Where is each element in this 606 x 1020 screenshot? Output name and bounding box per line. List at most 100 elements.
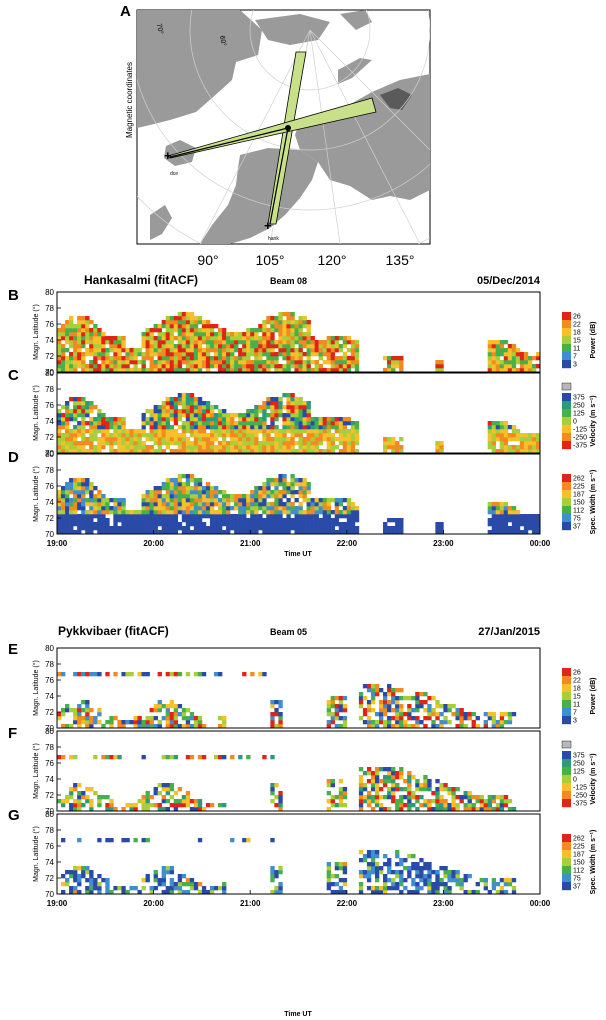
echo-cell: [97, 720, 102, 725]
echo-cell: [338, 803, 344, 808]
echo-cell: [270, 364, 275, 369]
echo-cell: [109, 807, 114, 812]
echo-cell: [157, 506, 162, 511]
echo-cell: [507, 882, 513, 887]
echo-cell: [298, 522, 303, 527]
echo-cell: [109, 838, 114, 843]
echo-cell: [173, 708, 179, 713]
echo-cell: [487, 803, 493, 808]
echo-cell: [262, 755, 267, 760]
echo-cell: [97, 506, 102, 511]
colorbar-swatch: [562, 751, 571, 760]
echo-cell: [165, 720, 171, 725]
echo-cell: [366, 700, 372, 705]
echo-cell: [447, 791, 452, 796]
echo-cell: [81, 364, 86, 369]
echo-cell: [326, 514, 332, 519]
echo-cell: [290, 348, 295, 353]
echo-cell: [318, 449, 323, 454]
echo-cell: [117, 437, 122, 442]
echo-cell: [443, 720, 448, 725]
echo-cell: [342, 498, 348, 503]
echo-cell: [322, 348, 327, 353]
echo-cell: [322, 437, 327, 442]
echo-cell: [350, 429, 356, 434]
echo-cell: [383, 779, 388, 784]
echo-cell: [65, 413, 70, 418]
echo-cell: [125, 445, 130, 450]
echo-cell: [491, 368, 497, 373]
echo-cell: [342, 803, 348, 808]
echo-cell: [278, 328, 283, 333]
colorbar-tick-label: 11: [573, 702, 580, 709]
echo-cell: [346, 530, 352, 535]
echo-cell: [177, 890, 183, 895]
echo-cell: [427, 882, 432, 887]
echo-cell: [173, 409, 179, 414]
echo-cell: [161, 498, 166, 503]
echo-cell: [290, 526, 295, 531]
echo-cell: [129, 518, 134, 523]
echo-cell: [302, 510, 307, 515]
y-tick-label: 80: [45, 369, 54, 378]
echo-cell: [85, 799, 90, 804]
echo-cell: [197, 716, 203, 721]
echo-cell: [61, 490, 66, 495]
echo-cell: [197, 356, 203, 361]
echo-cell: [85, 409, 90, 414]
echo-cell: [407, 708, 412, 713]
echo-cell: [73, 413, 78, 418]
echo-cell: [149, 344, 154, 349]
echo-cell: [346, 498, 352, 503]
echo-cell: [161, 425, 166, 430]
echo-cell: [61, 502, 66, 507]
radar1-beam: Beam 08: [270, 276, 307, 286]
echo-cell: [387, 775, 392, 780]
echo-cell: [145, 716, 150, 721]
echo-cell: [129, 445, 134, 450]
echo-cell: [125, 803, 130, 808]
echo-cell: [173, 755, 179, 760]
echo-cell: [69, 340, 74, 345]
echo-cell: [117, 368, 122, 373]
echo-cell: [117, 498, 122, 503]
echo-cell: [177, 368, 183, 373]
echo-cell: [177, 441, 183, 446]
echo-cell: [73, 425, 78, 430]
echo-cell: [499, 799, 505, 804]
echo-cell: [189, 356, 195, 361]
echo-cell: [129, 720, 134, 725]
echo-cell: [290, 437, 295, 442]
echo-cell: [282, 336, 287, 341]
echo-cell: [294, 478, 299, 483]
echo-cell: [153, 324, 158, 329]
echo-cell: [230, 336, 235, 341]
echo-cell: [395, 696, 400, 701]
echo-cell: [89, 421, 94, 426]
echo-cell: [387, 688, 392, 693]
echo-cell: [109, 336, 114, 341]
echo-cell: [77, 506, 82, 511]
echo-cell: [93, 755, 98, 760]
echo-cell: [69, 397, 74, 402]
echo-cell: [306, 413, 311, 418]
echo-cell: [173, 502, 179, 507]
echo-cell: [503, 799, 509, 804]
echo-cell: [286, 482, 291, 487]
echo-cell: [69, 514, 74, 519]
echo-cell: [73, 348, 78, 353]
echo-cell: [185, 494, 191, 499]
echo-cell: [322, 360, 327, 365]
echo-cell: [141, 755, 146, 760]
echo-cell: [226, 413, 231, 418]
echo-cell: [395, 771, 400, 776]
echo-cell: [145, 506, 150, 511]
echo-cell: [435, 795, 440, 800]
echo-cell: [141, 510, 146, 515]
echo-cell: [455, 712, 460, 717]
ylabel-d: Magn. Latitude (°): [32, 466, 40, 522]
echo-cell: [97, 344, 102, 349]
echo-cell: [399, 870, 404, 875]
echo-cell: [189, 364, 195, 369]
lat-label-70: 70°: [155, 23, 165, 35]
